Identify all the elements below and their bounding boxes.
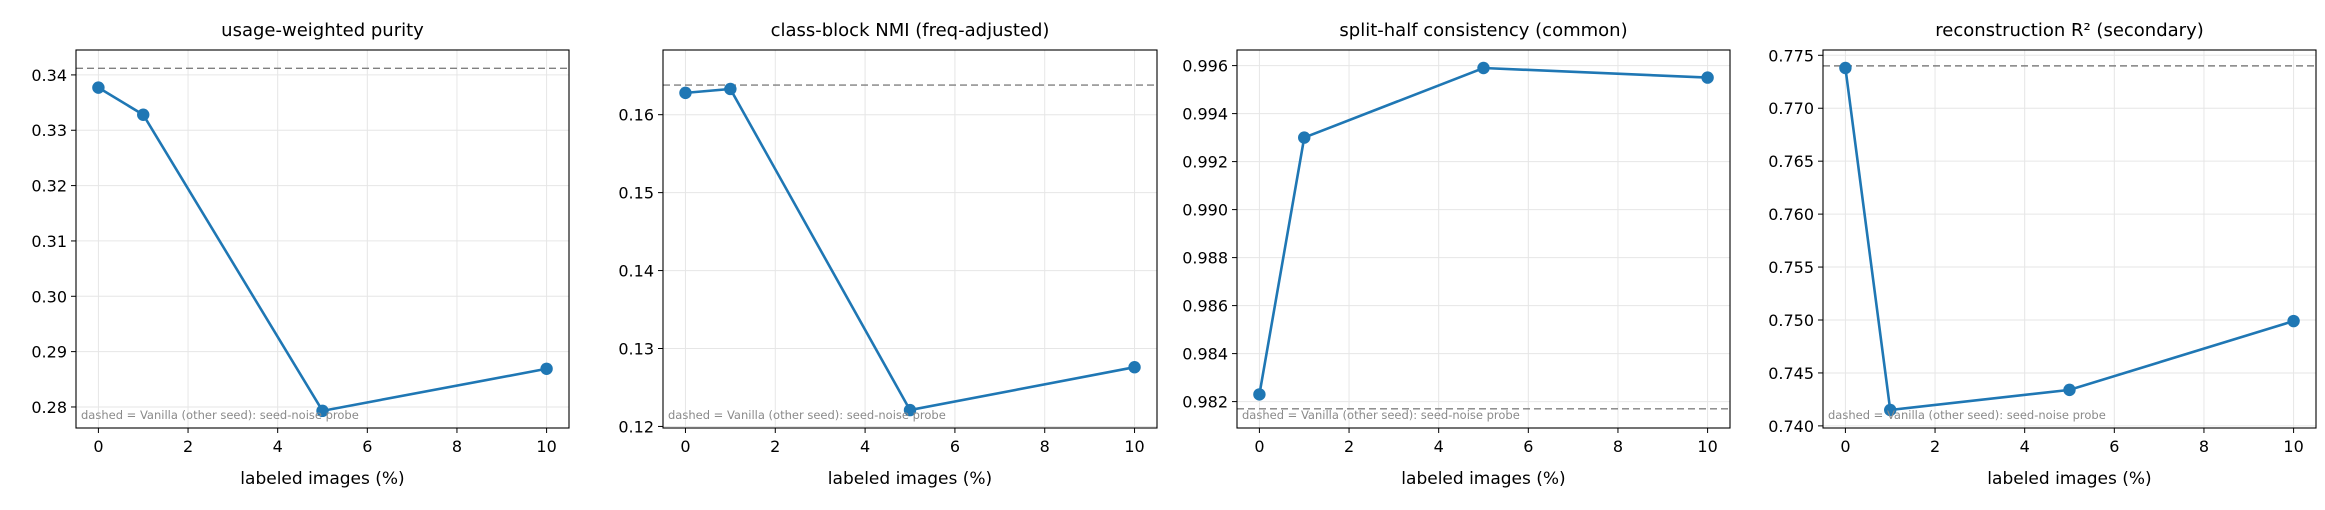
y-tick-label: 0.982 bbox=[1182, 393, 1228, 412]
x-tick-label: 0 bbox=[1840, 437, 1850, 456]
y-tick-label: 0.996 bbox=[1182, 57, 1228, 76]
plot-frame bbox=[1822, 49, 2317, 429]
y-tick-label: 0.990 bbox=[1182, 201, 1228, 220]
x-tick-label: 2 bbox=[1344, 437, 1354, 456]
y-tick-label: 0.740 bbox=[1768, 417, 1814, 436]
x-tick-label: 10 bbox=[1124, 437, 1144, 456]
chart-panel-2: 0 2 4 6 8 10 0.12 0.13 0.14 0.15 0.16 class-block N… bbox=[618, 20, 1158, 489]
series-line bbox=[97, 86, 547, 413]
data-point bbox=[1253, 388, 1266, 401]
data-point bbox=[540, 362, 553, 375]
chart-title: class-block NMI (freq-adjusted) bbox=[771, 20, 1050, 41]
y-tick-label: 0.760 bbox=[1768, 205, 1814, 224]
annotation-note: dashed = Vanilla (other seed): seed-nois… bbox=[668, 408, 946, 422]
series-line bbox=[1258, 66, 1708, 395]
x-tick-label: 4 bbox=[860, 437, 870, 456]
x-tick-label: 4 bbox=[1434, 437, 1444, 456]
data-point bbox=[2287, 314, 2300, 328]
y-tick-label: 0.745 bbox=[1768, 364, 1814, 383]
x-tick-label: 2 bbox=[183, 437, 193, 456]
y-tick-label: 0.986 bbox=[1182, 297, 1228, 316]
y-tick-label: 0.765 bbox=[1768, 152, 1814, 171]
series-line bbox=[685, 87, 1135, 412]
x-tick-label: 2 bbox=[770, 437, 780, 456]
y-tick-label: 0.775 bbox=[1768, 46, 1814, 65]
chart-title: reconstruction R² (secondary) bbox=[1935, 20, 2204, 41]
x-tick-label: 6 bbox=[1523, 437, 1533, 456]
y-tick-label: 0.34 bbox=[31, 66, 67, 85]
x-tick-label: 8 bbox=[452, 437, 462, 456]
data-point bbox=[1477, 61, 1490, 75]
data-point bbox=[2063, 383, 2076, 397]
series-line bbox=[1844, 67, 2294, 412]
y-tick-label: 0.988 bbox=[1182, 249, 1228, 268]
data-point bbox=[903, 403, 917, 417]
x-axis-label: labeled images (%) bbox=[240, 469, 404, 489]
annotation-note: dashed = Vanilla (other seed): seed-nois… bbox=[81, 408, 359, 422]
data-point bbox=[92, 81, 105, 94]
y-tick-label: 0.32 bbox=[31, 177, 67, 196]
data-point bbox=[1298, 131, 1311, 144]
x-axis-label: labeled images (%) bbox=[828, 469, 992, 489]
chart-title: usage-weighted purity bbox=[221, 20, 424, 41]
x-tick-label: 8 bbox=[1040, 437, 1050, 456]
x-tick-label: 6 bbox=[362, 437, 372, 456]
x-tick-label: 6 bbox=[950, 437, 960, 456]
data-point bbox=[679, 86, 692, 100]
y-tick-label: 0.984 bbox=[1182, 345, 1228, 364]
y-tick-label: 0.15 bbox=[618, 184, 654, 203]
plot-frame bbox=[1236, 49, 1731, 429]
annotation-note: dashed = Vanilla (other seed): seed-nois… bbox=[1242, 408, 1520, 422]
x-tick-label: 10 bbox=[536, 437, 556, 456]
x-tick-label: 6 bbox=[2109, 437, 2119, 456]
y-tick-label: 0.16 bbox=[618, 106, 654, 125]
x-axis-label: labeled images (%) bbox=[1987, 469, 2151, 489]
y-tick-label: 0.12 bbox=[618, 417, 654, 436]
x-tick-label: 0 bbox=[1254, 437, 1264, 456]
y-tick-label: 0.994 bbox=[1182, 105, 1228, 124]
y-tick-label: 0.14 bbox=[618, 262, 654, 281]
x-tick-label: 10 bbox=[1697, 437, 1717, 456]
y-tick-label: 0.29 bbox=[31, 343, 67, 362]
y-tick-label: 0.30 bbox=[31, 287, 67, 306]
data-point bbox=[137, 108, 150, 121]
chart-panel-3: 0 2 4 6 8 10 0.982 0.984 0.986 0.988 0.990 0.992 0.9… bbox=[1182, 20, 1731, 489]
data-point bbox=[1701, 71, 1714, 84]
y-tick-label: 0.13 bbox=[618, 340, 654, 359]
x-tick-label: 0 bbox=[680, 437, 690, 456]
x-tick-label: 4 bbox=[2020, 437, 2030, 456]
x-tick-label: 8 bbox=[1613, 437, 1623, 456]
y-tick-label: 0.755 bbox=[1768, 258, 1814, 277]
x-tick-label: 8 bbox=[2199, 437, 2209, 456]
plot-frame bbox=[662, 49, 1158, 429]
data-point bbox=[316, 404, 329, 418]
data-point bbox=[1839, 61, 1852, 75]
y-tick-label: 0.992 bbox=[1182, 153, 1228, 172]
annotation-note: dashed = Vanilla (other seed): seed-nois… bbox=[1828, 408, 2106, 422]
y-tick-label: 0.750 bbox=[1768, 311, 1814, 330]
data-point bbox=[1884, 403, 1897, 417]
x-tick-label: 0 bbox=[93, 437, 103, 456]
data-point bbox=[724, 82, 737, 96]
plot-frame bbox=[75, 49, 570, 429]
y-tick-label: 0.33 bbox=[31, 121, 67, 140]
x-axis-label: labeled images (%) bbox=[1401, 469, 1565, 489]
x-tick-label: 4 bbox=[273, 437, 283, 456]
y-tick-label: 0.31 bbox=[31, 232, 67, 251]
data-point bbox=[1128, 361, 1141, 374]
y-tick-label: 0.28 bbox=[31, 398, 67, 417]
x-tick-label: 10 bbox=[2283, 437, 2303, 456]
chart-panel-4: 0 2 4 6 8 10 0.740 0.745 0.750 0.755 0.760 0.765 0.7… bbox=[1768, 20, 2317, 489]
chart-title: split-half consistency (common) bbox=[1339, 20, 1627, 41]
y-tick-label: 0.770 bbox=[1768, 99, 1814, 118]
x-tick-label: 2 bbox=[1930, 437, 1940, 456]
chart-panel-1: 0 2 4 6 8 10 0.28 0.29 0.30 0.31 0.32 0.33 0.34 usage… bbox=[31, 20, 570, 489]
